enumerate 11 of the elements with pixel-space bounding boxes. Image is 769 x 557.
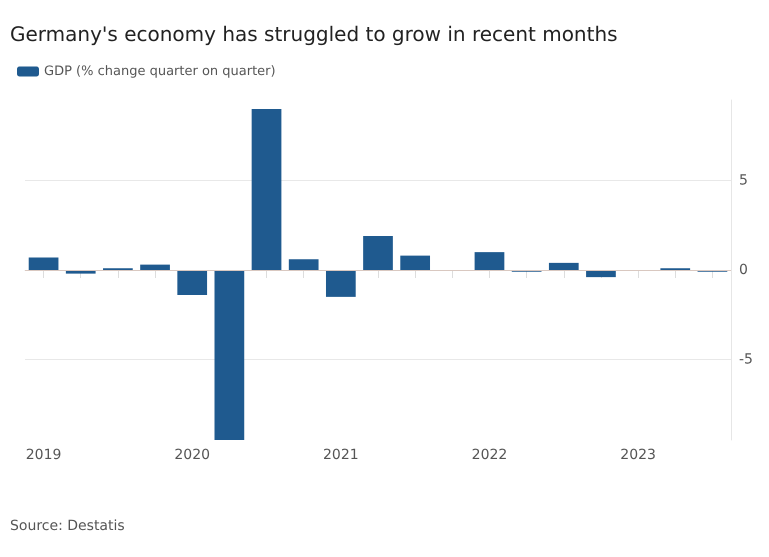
chart-title: Germany's economy has struggled to grow in recent months xyxy=(10,22,618,46)
x-tick-label: 2020 xyxy=(174,447,210,463)
x-tick-label: 2021 xyxy=(323,447,359,463)
x-tick-label: 2023 xyxy=(620,447,656,463)
x-tick-label: 2022 xyxy=(472,447,508,463)
legend-label: GDP (% change quarter on quarter) xyxy=(44,64,276,79)
x-tick-label: 2019 xyxy=(26,447,62,463)
y-tick-label: 5 xyxy=(739,172,748,189)
y-tick-label: -5 xyxy=(739,351,753,368)
y-tick-label: 0 xyxy=(739,262,748,278)
source-note: Source: Destatis xyxy=(10,518,125,534)
